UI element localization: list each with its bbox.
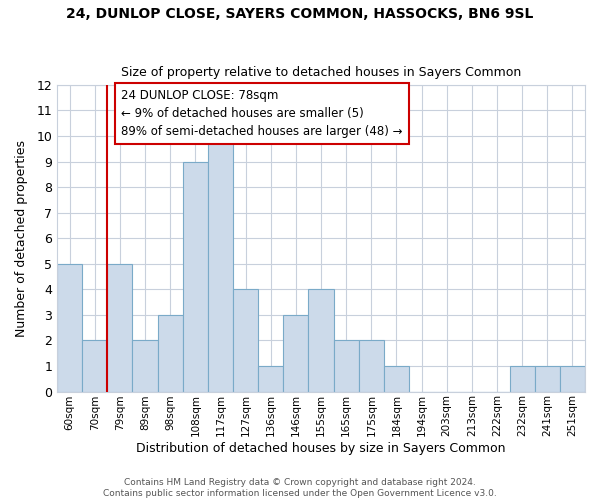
Bar bbox=[183, 162, 208, 392]
Y-axis label: Number of detached properties: Number of detached properties bbox=[15, 140, 28, 336]
Bar bbox=[509, 366, 535, 392]
Bar bbox=[233, 290, 258, 392]
Text: 24, DUNLOP CLOSE, SAYERS COMMON, HASSOCKS, BN6 9SL: 24, DUNLOP CLOSE, SAYERS COMMON, HASSOCK… bbox=[67, 8, 533, 22]
X-axis label: Distribution of detached houses by size in Sayers Common: Distribution of detached houses by size … bbox=[136, 442, 506, 455]
Bar bbox=[359, 340, 384, 392]
Text: Contains HM Land Registry data © Crown copyright and database right 2024.
Contai: Contains HM Land Registry data © Crown c… bbox=[103, 478, 497, 498]
Bar bbox=[560, 366, 585, 392]
Bar bbox=[208, 136, 233, 392]
Bar bbox=[535, 366, 560, 392]
Bar bbox=[384, 366, 409, 392]
Title: Size of property relative to detached houses in Sayers Common: Size of property relative to detached ho… bbox=[121, 66, 521, 80]
Text: 24 DUNLOP CLOSE: 78sqm
← 9% of detached houses are smaller (5)
89% of semi-detac: 24 DUNLOP CLOSE: 78sqm ← 9% of detached … bbox=[121, 88, 403, 138]
Bar bbox=[334, 340, 359, 392]
Bar bbox=[308, 290, 334, 392]
Bar bbox=[258, 366, 283, 392]
Bar bbox=[82, 340, 107, 392]
Bar bbox=[158, 315, 183, 392]
Bar bbox=[133, 340, 158, 392]
Bar bbox=[57, 264, 82, 392]
Bar bbox=[107, 264, 133, 392]
Bar bbox=[283, 315, 308, 392]
